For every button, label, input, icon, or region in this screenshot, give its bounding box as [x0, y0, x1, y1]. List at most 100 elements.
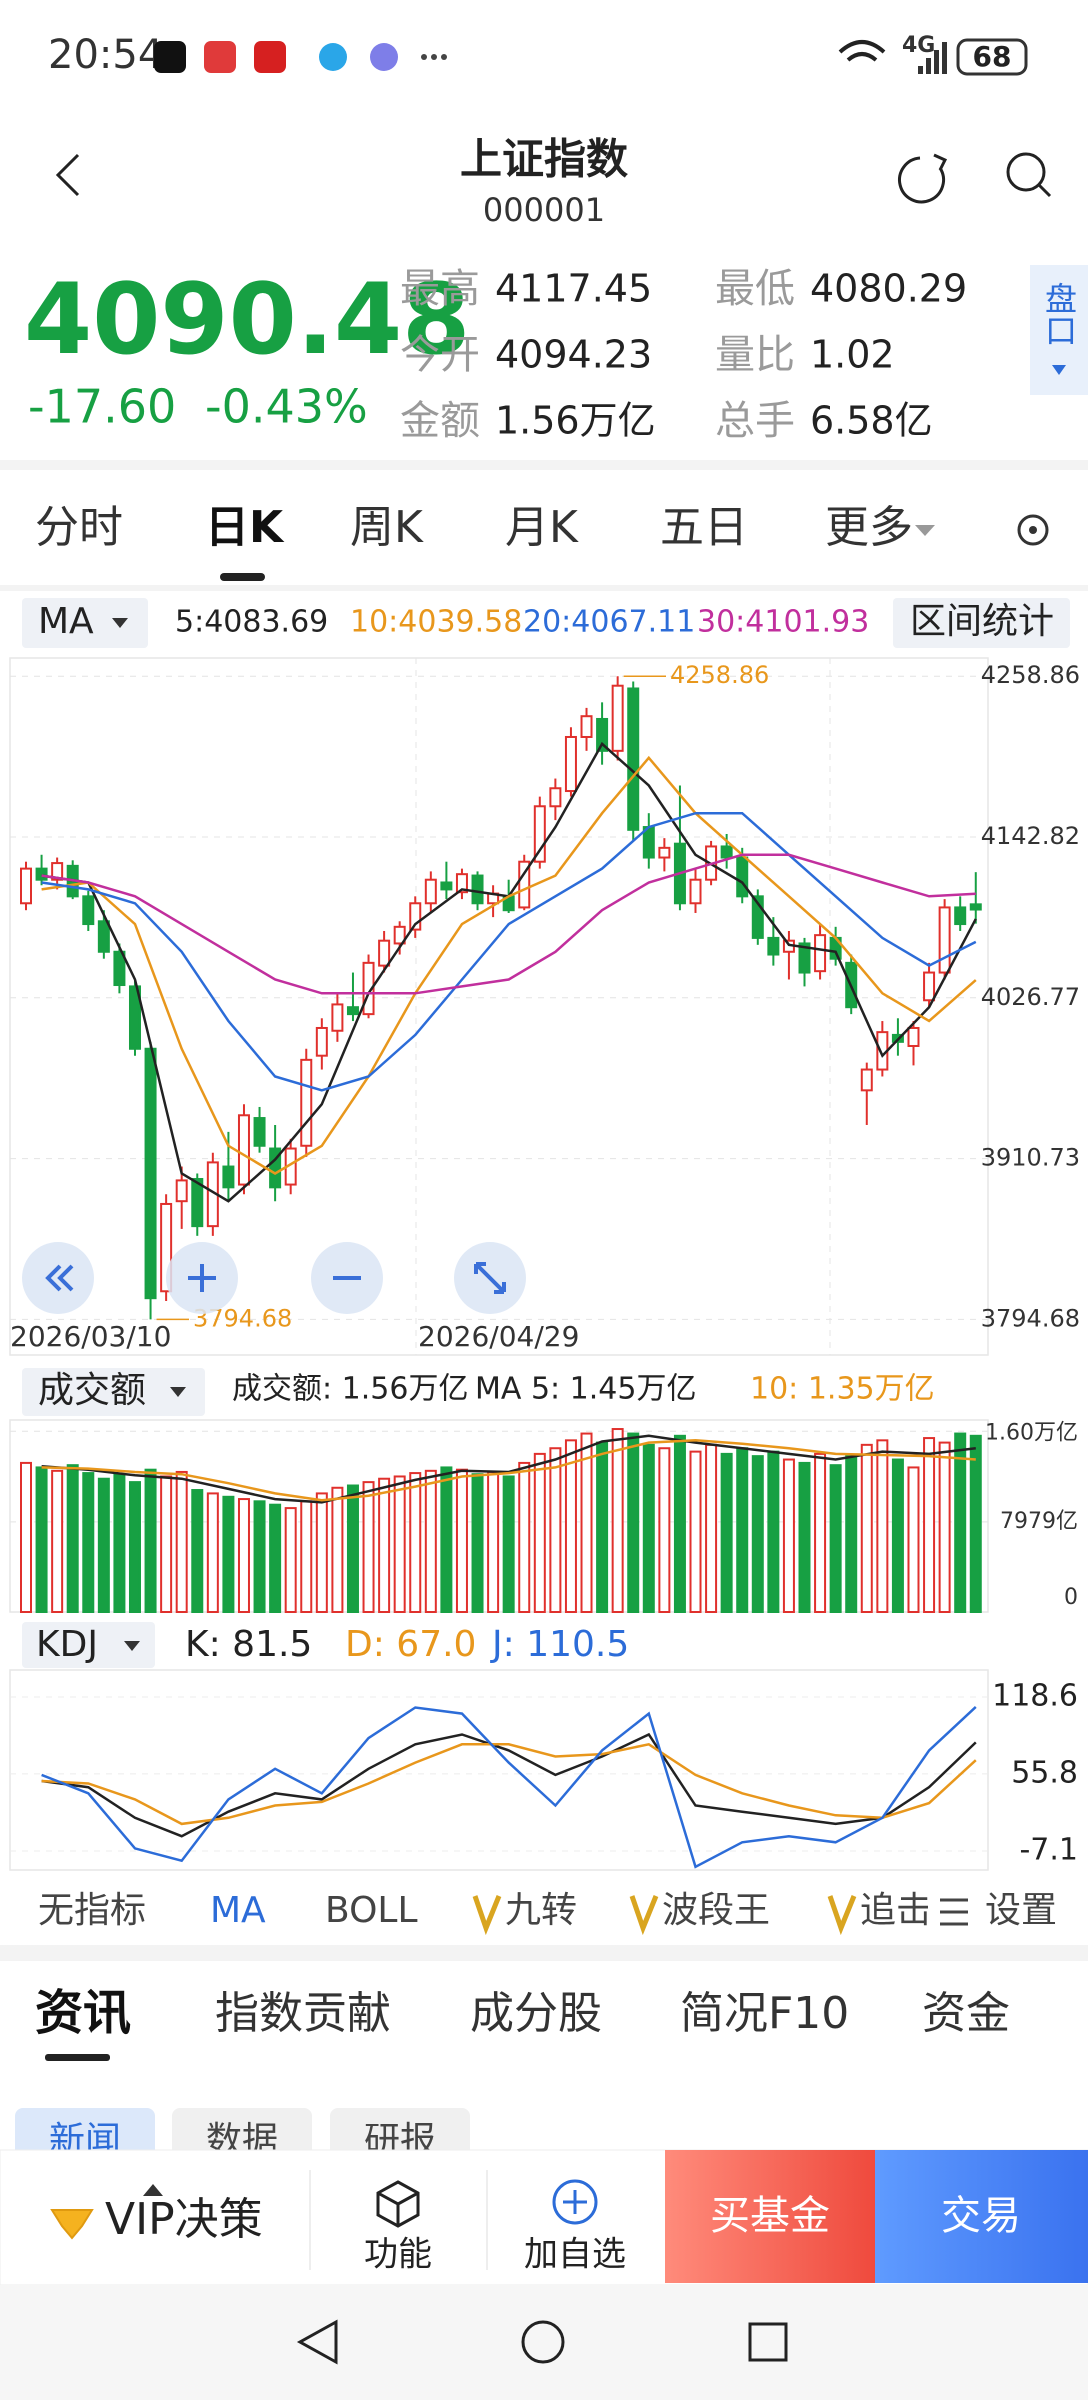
x-tick-label: 2026/03/10 — [10, 1320, 171, 1353]
indicator-tab[interactable]: 追击 — [860, 1890, 932, 1931]
app-icon — [204, 41, 236, 73]
kdj-legend: J: 110.5 — [490, 1624, 629, 1665]
bottom-button[interactable]: 功能 — [364, 2235, 432, 2275]
period-tab[interactable]: 月K — [505, 502, 579, 553]
news-tab[interactable]: 成分股 — [470, 1988, 602, 2039]
app-icon — [319, 43, 347, 71]
stat-value: 4080.29 — [810, 267, 967, 311]
period-tab[interactable]: 周K — [350, 502, 424, 553]
indicator-name[interactable]: MA — [38, 601, 94, 642]
indicator-tab[interactable]: BOLL — [325, 1890, 418, 1931]
volume-bar — [502, 1475, 515, 1613]
volume-bar — [907, 1466, 920, 1614]
side-tab[interactable]: 盘口 — [1040, 282, 1078, 346]
volume-bar — [518, 1461, 531, 1613]
buy-fund-button[interactable] — [665, 2150, 875, 2283]
period-tab[interactable]: 日K — [205, 502, 285, 553]
v-badge — [472, 1895, 502, 1936]
battery — [956, 38, 1028, 76]
volume-bar — [471, 1473, 484, 1614]
search-button[interactable] — [1006, 152, 1046, 192]
y-tick-label: 4258.86 — [981, 661, 1080, 689]
range-stats-bg[interactable] — [893, 598, 1070, 648]
indicator-tab[interactable]: MA — [210, 1890, 266, 1931]
indicator-selector[interactable] — [22, 1622, 155, 1668]
volume-bar — [954, 1432, 967, 1614]
selector-arrow — [124, 1641, 140, 1651]
volume-bar — [269, 1503, 282, 1614]
candle-body — [97, 920, 110, 953]
ma-legend: 30:4101.93 — [697, 605, 869, 640]
volume-bar — [829, 1464, 842, 1614]
y-tick-label: 118.6 — [992, 1678, 1078, 1713]
stat-label: 最低 — [715, 266, 795, 312]
volume-selector[interactable]: 成交额 — [38, 1370, 146, 1411]
candle-body — [627, 687, 640, 831]
price-change: -17.60 — [28, 380, 176, 434]
indicator-tab[interactable]: 无指标 — [38, 1890, 146, 1931]
volume-bar — [20, 1461, 32, 1613]
volume-bar — [144, 1468, 157, 1613]
candle-body — [580, 715, 593, 738]
candle-body — [907, 1026, 920, 1047]
candle-body — [923, 971, 936, 1002]
candle-body — [798, 942, 811, 974]
news-tab[interactable]: 指数贡献 — [215, 1988, 391, 2039]
candle-body — [440, 881, 453, 891]
candle-body — [471, 874, 484, 905]
volume-bar — [253, 1500, 266, 1613]
back-button[interactable] — [55, 153, 80, 197]
nav-back[interactable] — [296, 2319, 338, 2365]
volume-bar — [923, 1437, 936, 1613]
add-icon-plus — [563, 2190, 587, 2214]
period-tab[interactable]: 更多 — [825, 502, 913, 553]
candle-body — [222, 1165, 235, 1189]
kdj-line — [41, 1742, 977, 1826]
volume-bar — [35, 1466, 48, 1614]
period-tab[interactable]: 分时 — [35, 502, 123, 553]
news-tab[interactable]: 简况F10 — [680, 1988, 849, 2039]
more-dots — [421, 54, 427, 60]
bottom-button[interactable]: VIP决策 — [105, 2194, 263, 2245]
indicator-tab[interactable]: 波段王 — [662, 1890, 770, 1931]
volume-bar — [736, 1447, 749, 1614]
indicator-selector[interactable] — [22, 1368, 205, 1416]
volume-bar — [891, 1458, 904, 1613]
candle-body — [954, 906, 967, 926]
volume-bar — [424, 1469, 437, 1613]
period-tab[interactable]: 五日 — [660, 502, 748, 553]
nav-home[interactable] — [521, 2320, 565, 2364]
range-stats[interactable]: 区间统计 — [910, 601, 1054, 642]
app-icon — [154, 41, 186, 73]
refresh-button[interactable] — [898, 153, 948, 204]
news-tab[interactable]: 资金 — [922, 1988, 1010, 2039]
indicator-selector[interactable] — [22, 598, 148, 648]
candle-body — [549, 787, 562, 808]
news-tab[interactable]: 资讯 — [35, 1985, 131, 2041]
candle-body — [113, 950, 126, 987]
search-handle — [1037, 183, 1052, 198]
kdj-legend: K: 81.5 — [185, 1624, 312, 1665]
kdj-line — [41, 1705, 977, 1869]
candle-body — [253, 1117, 266, 1147]
indicator-tab[interactable]: 九转 — [505, 1890, 577, 1931]
candle-body — [175, 1179, 188, 1203]
trade-button[interactable] — [875, 2150, 1088, 2283]
nav-recent[interactable] — [748, 2322, 788, 2362]
kdj-selector[interactable]: KDJ — [36, 1624, 98, 1665]
volume-bar — [596, 1441, 609, 1614]
bottom-button[interactable]: 买基金 — [710, 2193, 830, 2239]
stat-label: 今开 — [400, 332, 480, 378]
settings-gear[interactable] — [1017, 514, 1049, 546]
candle-body — [378, 939, 391, 967]
expand-arrow — [143, 2184, 163, 2196]
volume-bar — [611, 1428, 624, 1613]
bottom-button[interactable]: 加自选 — [524, 2235, 626, 2275]
bottom-button[interactable]: 交易 — [941, 2193, 1021, 2239]
ma-line — [41, 741, 977, 1203]
status-time: 20:54 — [48, 32, 163, 78]
ma-legend: 5:4083.69 — [175, 605, 328, 640]
settings-button[interactable]: 设置 — [985, 1890, 1057, 1931]
volume-ma-line — [41, 1439, 976, 1502]
chart-frame — [9, 1669, 989, 1871]
